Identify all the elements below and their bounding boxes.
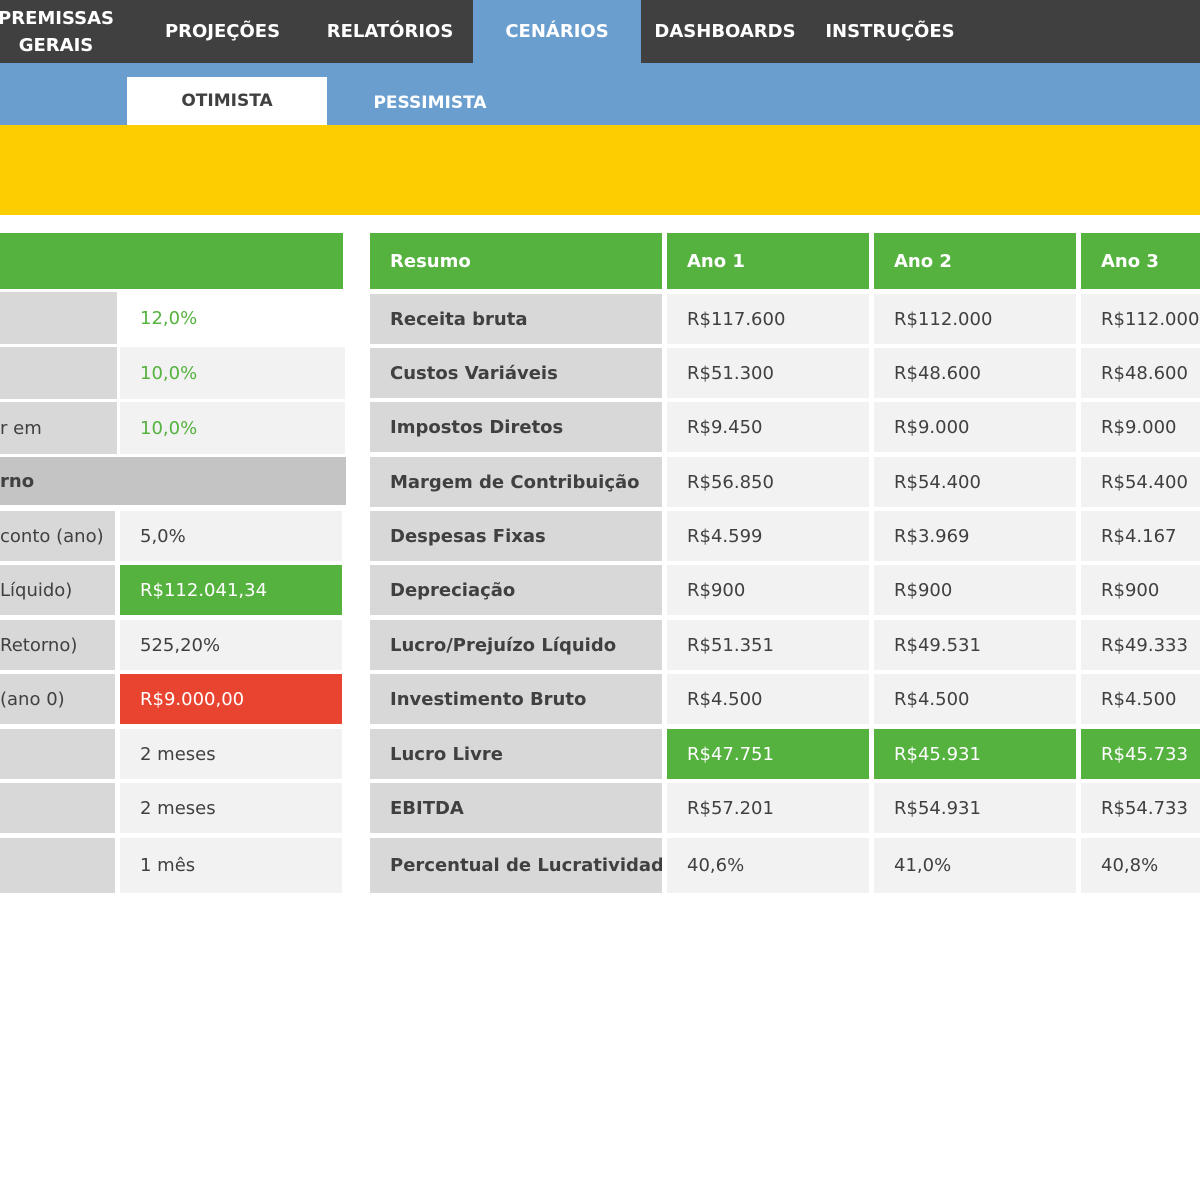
- indicator-label: conto (ano): [0, 511, 115, 561]
- indicator-value-input[interactable]: 12,0%: [120, 292, 345, 344]
- indicator-value-input[interactable]: 10,0%: [120, 402, 345, 454]
- column-header: Ano 3: [1081, 233, 1200, 289]
- table-cell: R$900: [1081, 565, 1200, 615]
- table-cell: R$51.351: [667, 620, 869, 670]
- table-cell: 40,6%: [667, 838, 869, 893]
- nav-projecoes[interactable]: PROJEÇÕES: [150, 0, 295, 63]
- indicator-label: r em: [0, 402, 117, 454]
- indicator-value: 1 mês: [120, 838, 342, 893]
- indicator-value: 525,20%: [120, 620, 342, 670]
- table-cell: R$56.850: [667, 457, 869, 507]
- column-header: Ano 2: [874, 233, 1076, 289]
- investment-value: R$9.000,00: [120, 674, 342, 724]
- table-cell: R$4.599: [667, 511, 869, 561]
- nav-premissas-gerais[interactable]: PREMISSAS GERAIS: [0, 0, 114, 63]
- table-cell: R$51.300: [667, 348, 869, 398]
- scenario-tabs: OTIMISTA PESSIMISTA: [0, 63, 1200, 125]
- table-cell: R$54.400: [874, 457, 1076, 507]
- indicator-label: [0, 838, 115, 893]
- table-cell: R$9.000: [1081, 402, 1200, 452]
- table-cell: R$48.600: [874, 348, 1076, 398]
- table-cell: R$4.500: [667, 674, 869, 724]
- table-cell: R$54.931: [874, 783, 1076, 833]
- nav-relatorios[interactable]: RELATÓRIOS: [310, 0, 470, 63]
- nav-label: PREMISSAS: [0, 7, 114, 29]
- table-cell: R$117.600: [667, 294, 869, 344]
- row-label: Receita bruta: [370, 294, 662, 344]
- tab-label: OTIMISTA: [181, 91, 273, 111]
- nav-label: PROJEÇÕES: [164, 21, 281, 42]
- indicator-label: [0, 292, 117, 344]
- tab-otimista[interactable]: OTIMISTA: [127, 77, 327, 125]
- row-label: Lucro/Prejuízo Líquido: [370, 620, 662, 670]
- section-row-label: rno: [0, 457, 346, 505]
- table-cell: 41,0%: [874, 838, 1076, 893]
- row-label: Percentual de Lucratividade: [370, 838, 662, 893]
- indicators-header: [0, 233, 343, 289]
- column-header: Resumo: [370, 233, 662, 289]
- column-header: Ano 1: [667, 233, 869, 289]
- table-cell-highlight: R$45.931: [874, 729, 1076, 779]
- row-label: Impostos Diretos: [370, 402, 662, 452]
- table-cell: R$9.000: [874, 402, 1076, 452]
- indicator-value: 2 meses: [120, 729, 342, 779]
- nav-instrucoes[interactable]: INSTRUÇÕES: [815, 0, 965, 63]
- table-cell-highlight: R$45.733: [1081, 729, 1200, 779]
- table-cell: R$54.733: [1081, 783, 1200, 833]
- indicator-value: 5,0%: [120, 511, 342, 561]
- nav-label: CENÁRIOS: [505, 21, 609, 42]
- top-navigation: PREMISSAS GERAIS PROJEÇÕES RELATÓRIOS CEN…: [0, 0, 1200, 63]
- table-cell: R$49.333: [1081, 620, 1200, 670]
- indicator-label: [0, 729, 115, 779]
- row-label: Lucro Livre: [370, 729, 662, 779]
- table-cell: R$900: [667, 565, 869, 615]
- vpl-value: R$112.041,34: [120, 565, 342, 615]
- indicator-value: 2 meses: [120, 783, 342, 833]
- table-cell: R$54.400: [1081, 457, 1200, 507]
- row-label: Investimento Bruto: [370, 674, 662, 724]
- table-cell: R$112.000: [1081, 294, 1200, 344]
- tab-pessimista[interactable]: PESSIMISTA: [330, 79, 530, 127]
- table-cell: 40,8%: [1081, 838, 1200, 893]
- row-label: Margem de Contribuição: [370, 457, 662, 507]
- table-cell-highlight: R$47.751: [667, 729, 869, 779]
- nav-cenarios[interactable]: CENÁRIOS: [473, 0, 641, 63]
- scenario-banner: [0, 125, 1200, 215]
- table-cell: R$112.000: [874, 294, 1076, 344]
- indicator-label: Líquido): [0, 565, 115, 615]
- indicator-label: (ano 0): [0, 674, 115, 724]
- nav-label: INSTRUÇÕES: [825, 21, 955, 42]
- row-label: Despesas Fixas: [370, 511, 662, 561]
- nav-label: DASHBOARDS: [654, 21, 796, 42]
- nav-label: GERAIS: [18, 34, 94, 56]
- indicator-label: [0, 783, 115, 833]
- table-cell: R$4.167: [1081, 511, 1200, 561]
- tab-label: PESSIMISTA: [373, 93, 487, 113]
- nav-dashboards[interactable]: DASHBOARDS: [645, 0, 805, 63]
- nav-label: RELATÓRIOS: [326, 21, 454, 42]
- table-cell: R$48.600: [1081, 348, 1200, 398]
- table-cell: R$900: [874, 565, 1076, 615]
- row-label: EBITDA: [370, 783, 662, 833]
- indicator-value-input[interactable]: 10,0%: [120, 347, 345, 399]
- table-cell: R$3.969: [874, 511, 1076, 561]
- indicator-label: [0, 347, 117, 399]
- indicator-label: Retorno): [0, 620, 115, 670]
- row-label: Depreciação: [370, 565, 662, 615]
- table-cell: R$4.500: [874, 674, 1076, 724]
- table-cell: R$9.450: [667, 402, 869, 452]
- table-cell: R$49.531: [874, 620, 1076, 670]
- row-label: Custos Variáveis: [370, 348, 662, 398]
- table-cell: R$57.201: [667, 783, 869, 833]
- table-cell: R$4.500: [1081, 674, 1200, 724]
